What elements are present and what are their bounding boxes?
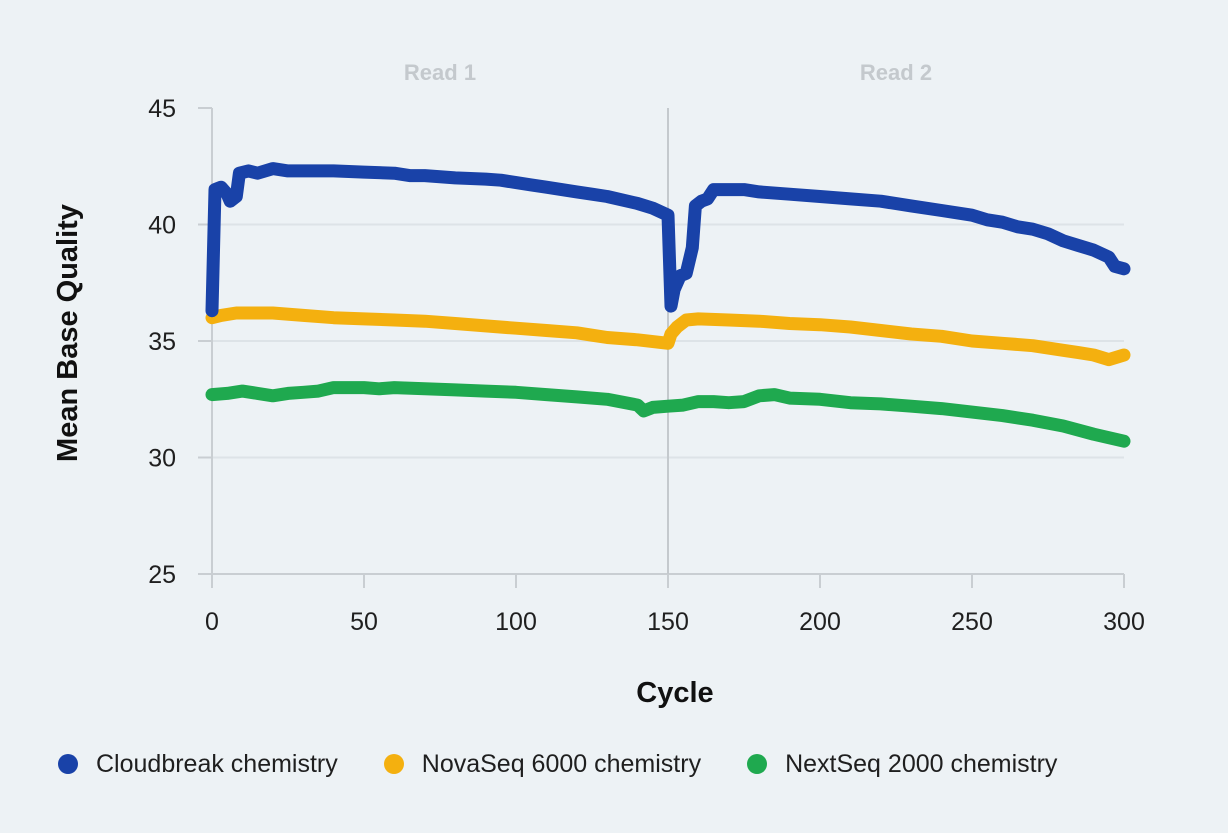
legend-item-nextseq: NextSeq 2000 chemistry — [747, 750, 1057, 779]
x-tick-label: 100 — [495, 608, 537, 636]
x-axis-title: Cycle — [636, 677, 713, 709]
y-tick-label: 30 — [148, 445, 176, 473]
legend-label-nextseq: NextSeq 2000 chemistry — [785, 749, 1058, 778]
series-line-novaseq — [205, 306, 1131, 367]
tick-labels: 25 30 35 40 45 0 50 100 150 200 250 300 — [148, 95, 1145, 636]
y-tick-label: 40 — [148, 212, 176, 240]
series-line-cloudbreak — [205, 162, 1131, 318]
x-tick-label: 0 — [205, 608, 219, 636]
read-labels: Read 1 Read 2 — [404, 60, 932, 85]
x-tick-label: 150 — [647, 608, 689, 636]
y-tick-label: 25 — [148, 561, 176, 589]
legend-marker-nextseq — [747, 754, 768, 774]
x-tick-label: 200 — [799, 608, 841, 636]
read-label: Read 2 — [860, 60, 932, 85]
x-tick-label: 250 — [951, 608, 993, 636]
legend-label-novaseq: NovaSeq 6000 chemistry — [421, 749, 702, 778]
series-lines — [205, 162, 1131, 448]
legend-marker-cloudbreak — [58, 754, 78, 774]
legend: Cloudbreak chemistry NovaSeq 6000 chemis… — [58, 744, 1103, 784]
legend-item-cloudbreak: Cloudbreak chemistry — [58, 750, 338, 779]
read-label: Read 1 — [404, 60, 476, 85]
y-tick-label: 35 — [148, 328, 176, 356]
x-tick-label: 50 — [350, 608, 378, 636]
legend-label-cloudbreak: Cloudbreak chemistry — [96, 749, 338, 778]
y-axis-title: Mean Base Quality — [52, 204, 84, 462]
legend-item-novaseq: NovaSeq 6000 chemistry — [383, 749, 702, 779]
legend-marker-novaseq — [383, 754, 404, 774]
x-tick-label: 300 — [1103, 608, 1145, 636]
series-line-nextseq — [205, 381, 1131, 448]
y-tick-label: 45 — [148, 95, 176, 123]
